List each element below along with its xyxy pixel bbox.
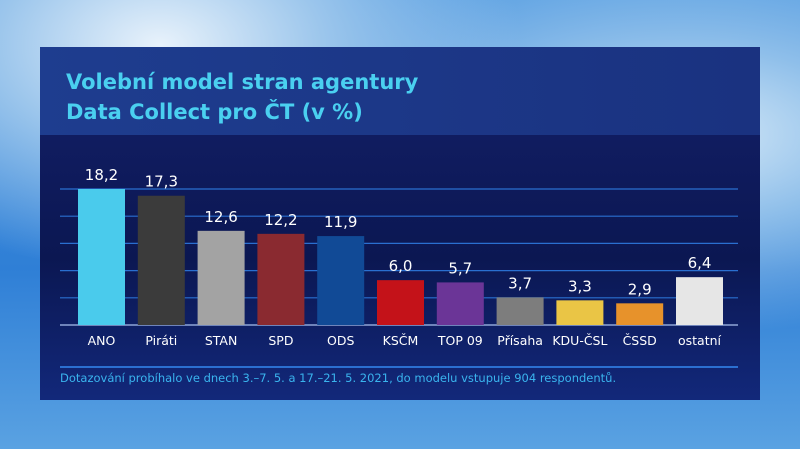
title-line-2: Data Collect pro ČT (v %) bbox=[66, 100, 363, 124]
bar bbox=[317, 236, 365, 325]
value-label: 11,9 bbox=[324, 213, 357, 231]
bar-chart: 18,2 ANO 17,3 Piráti 12,6 STAN 12,2 SPD 11,9 ODS 6… bbox=[60, 166, 738, 348]
category-label: ostatní bbox=[678, 333, 722, 348]
value-label: 2,9 bbox=[628, 280, 652, 298]
category-label: Přísaha bbox=[497, 333, 543, 348]
bar bbox=[676, 277, 723, 325]
footer-divider bbox=[60, 366, 738, 368]
value-label: 12,6 bbox=[204, 208, 237, 226]
category-label: KSČM bbox=[383, 333, 419, 348]
bar bbox=[436, 282, 484, 325]
value-label: 17,3 bbox=[145, 173, 178, 191]
value-label: 6,0 bbox=[389, 257, 413, 275]
bar bbox=[197, 230, 245, 325]
footer-note: Dotazování probíhalo ve dnech 3.–7. 5. a… bbox=[60, 371, 617, 385]
value-label: 3,3 bbox=[568, 277, 592, 295]
category-label: SPD bbox=[268, 333, 293, 348]
bar bbox=[257, 233, 305, 325]
value-label: 18,2 bbox=[85, 166, 118, 184]
bar bbox=[78, 189, 125, 325]
category-label: ANO bbox=[88, 333, 116, 348]
category-label: Piráti bbox=[145, 333, 177, 348]
category-label: ODS bbox=[327, 333, 354, 348]
bar bbox=[137, 195, 185, 325]
title-line-1: Volební model stran agentury bbox=[66, 70, 419, 94]
category-label: STAN bbox=[205, 333, 238, 348]
chart-panel: Volební model stran agentury Data Collec… bbox=[40, 47, 760, 400]
category-label: TOP 09 bbox=[437, 333, 483, 348]
bar bbox=[377, 280, 424, 325]
value-label: 6,4 bbox=[688, 254, 712, 272]
value-label: 5,7 bbox=[448, 259, 472, 277]
bar bbox=[556, 300, 604, 325]
value-label: 3,7 bbox=[508, 274, 532, 292]
chart-title: Volební model stran agentury Data Collec… bbox=[66, 67, 418, 127]
header: Volební model stran agentury Data Collec… bbox=[40, 47, 760, 135]
category-label: KDU-ČSL bbox=[552, 333, 607, 348]
value-label: 12,2 bbox=[264, 211, 297, 229]
bar bbox=[616, 303, 664, 325]
category-label: ČSSD bbox=[623, 333, 657, 348]
bar bbox=[496, 297, 544, 325]
